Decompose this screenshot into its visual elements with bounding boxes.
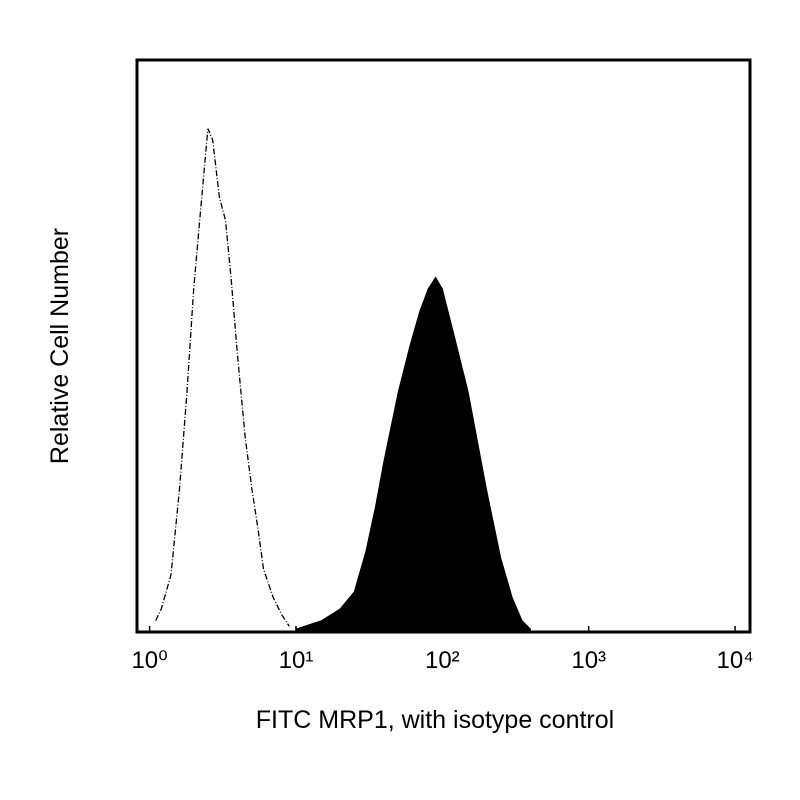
x-axis-label: FITC MRP1, with isotype control (256, 706, 614, 734)
x-tick-label: 10⁴ (717, 647, 754, 674)
x-tick-label: 10¹ (279, 647, 314, 674)
outline-histogram (155, 128, 290, 627)
x-tick-label: 10² (425, 647, 460, 674)
filled-histogram (295, 276, 531, 633)
plot-frame (135, 58, 752, 634)
x-tick-label: 10³ (571, 647, 606, 674)
x-tick-label: 10⁰ (131, 647, 167, 674)
y-axis-label: Relative Cell Number (46, 228, 74, 464)
